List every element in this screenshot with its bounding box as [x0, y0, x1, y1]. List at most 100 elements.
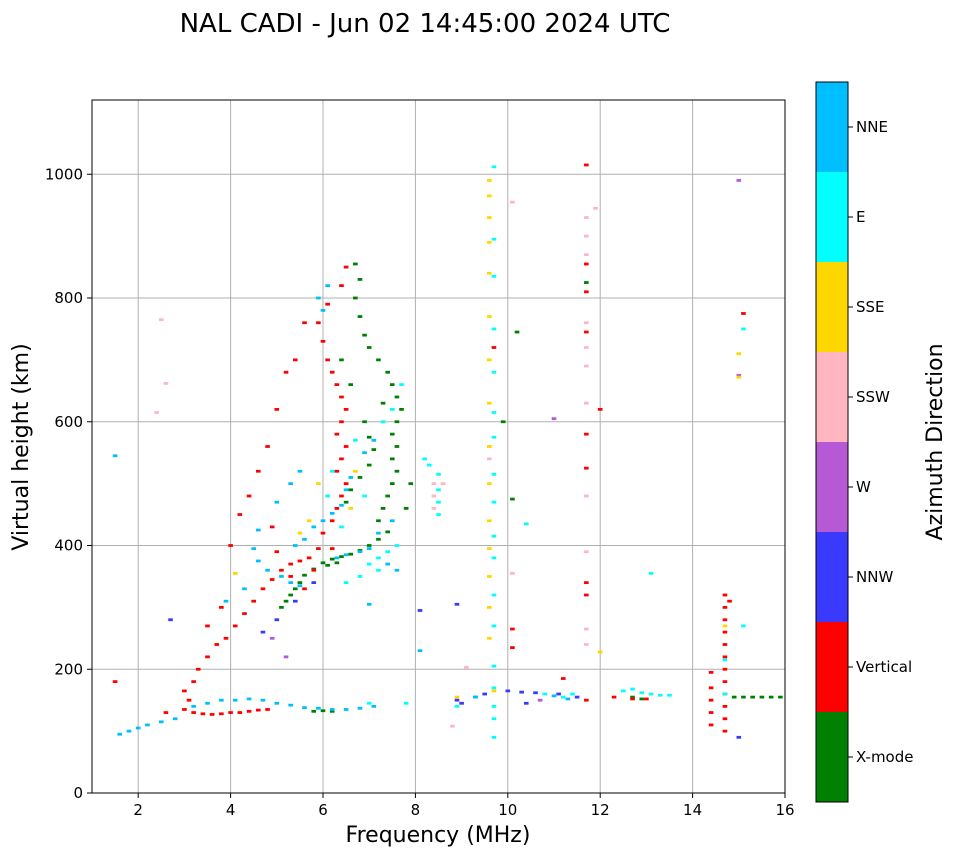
- data-point-e: [491, 274, 497, 278]
- data-point-vertical: [228, 544, 233, 547]
- data-point-nnw: [505, 689, 511, 693]
- data-point-vertical: [510, 646, 515, 649]
- data-point-nne: [191, 704, 196, 708]
- data-point-x-mode: [389, 457, 395, 461]
- data-point-e: [491, 735, 497, 739]
- colorbar-segment: [816, 352, 848, 442]
- data-point-x-mode: [348, 383, 354, 387]
- data-point-nnw: [274, 618, 280, 622]
- data-point-vertical: [246, 494, 252, 498]
- data-point-x-mode: [348, 488, 354, 492]
- data-point-ssw: [584, 550, 589, 554]
- data-point-x-mode: [408, 482, 414, 486]
- axis-ticks: 2 4 6 8 10 12 14 16 0 200 400 600 800 1000: [45, 165, 795, 819]
- data-point-x-mode: [731, 695, 737, 699]
- data-point-ssw: [463, 666, 469, 669]
- x-axis-label: Frequency (MHz): [346, 823, 531, 848]
- data-point-vertical: [722, 655, 728, 659]
- y-tick-label: 1000: [45, 165, 83, 183]
- data-point-w: [551, 417, 557, 421]
- data-point-nnw: [292, 599, 298, 603]
- data-point-x-mode: [366, 544, 372, 547]
- data-point-nnw: [574, 695, 580, 699]
- data-point-e: [657, 693, 663, 697]
- data-point-vertical: [722, 643, 728, 646]
- data-point-vertical: [182, 689, 187, 693]
- colorbar-segment: [816, 712, 848, 802]
- data-point-e: [385, 550, 390, 554]
- data-point-e: [325, 494, 330, 498]
- data-point-e: [491, 624, 497, 628]
- data-point-e: [667, 693, 672, 697]
- data-point-x-mode: [394, 395, 400, 399]
- data-point-nne: [320, 308, 326, 312]
- data-point-x-mode: [311, 709, 317, 713]
- data-point-sse: [487, 194, 492, 198]
- data-point-vertical: [325, 358, 330, 362]
- data-point-vertical: [560, 677, 566, 680]
- data-point-sse: [487, 636, 492, 640]
- data-point-vertical: [246, 709, 252, 713]
- data-point-vertical: [256, 708, 261, 712]
- data-point-x-mode: [362, 420, 367, 424]
- grid-lines: [92, 100, 786, 794]
- data-point-nne: [246, 697, 252, 701]
- data-point-nne: [112, 454, 118, 458]
- data-point-ssw: [584, 643, 589, 646]
- y-tick-label: 600: [54, 413, 83, 431]
- data-point-ssw: [431, 482, 437, 486]
- data-point-vertical: [325, 302, 330, 306]
- data-point-sse: [316, 482, 321, 486]
- data-point-nne: [117, 732, 123, 736]
- data-point-vertical: [265, 708, 270, 711]
- data-point-ssw: [510, 200, 515, 204]
- data-point-sse: [487, 240, 492, 244]
- data-point-x-mode: [366, 463, 372, 467]
- data-point-nne: [339, 503, 344, 507]
- data-point-vertical: [279, 568, 284, 572]
- colorbar-segment: [816, 532, 848, 622]
- data-point-x-mode: [768, 695, 774, 699]
- data-point-nnw: [482, 692, 488, 696]
- data-point-x-mode: [403, 506, 409, 510]
- data-point-e: [620, 689, 626, 693]
- data-point-ssw: [440, 482, 446, 486]
- data-point-vertical: [329, 370, 335, 374]
- data-point-x-mode: [320, 561, 326, 565]
- data-point-vertical: [727, 599, 732, 603]
- data-point-e: [389, 407, 395, 411]
- data-point-e: [376, 568, 381, 572]
- data-point-x-mode: [320, 709, 326, 713]
- data-point-nne: [362, 451, 367, 455]
- data-point-vertical: [708, 711, 714, 714]
- data-point-x-mode: [750, 695, 755, 699]
- data-point-e: [523, 522, 529, 526]
- data-point-vertical: [292, 358, 298, 362]
- data-point-e: [357, 575, 363, 578]
- chart-title: NAL CADI - Jun 02 14:45:00 2024 UTC: [180, 9, 671, 39]
- data-point-vertical: [339, 420, 344, 424]
- data-point-x-mode: [343, 500, 349, 504]
- data-point-e: [491, 593, 497, 597]
- data-point-sse: [487, 519, 492, 523]
- data-point-e: [639, 691, 645, 695]
- data-point-vertical: [584, 262, 589, 266]
- data-point-sse: [306, 519, 312, 523]
- data-point-nne: [357, 550, 363, 554]
- data-point-vertical: [334, 432, 340, 436]
- data-point-nne: [302, 706, 307, 710]
- data-point-vertical: [269, 525, 275, 529]
- data-point-vertical: [237, 711, 243, 714]
- data-point-ssw: [584, 401, 589, 405]
- data-point-nne: [385, 562, 390, 566]
- data-point-sse: [736, 352, 742, 356]
- data-point-nne: [565, 697, 571, 701]
- data-point-nnw: [533, 691, 538, 695]
- data-point-sse: [487, 179, 492, 182]
- data-point-sse: [353, 469, 358, 473]
- data-point-e: [491, 435, 497, 439]
- data-point-x-mode: [376, 537, 381, 541]
- data-point-nnw: [454, 698, 460, 702]
- data-point-vertical: [334, 506, 340, 510]
- data-point-vertical: [288, 562, 293, 566]
